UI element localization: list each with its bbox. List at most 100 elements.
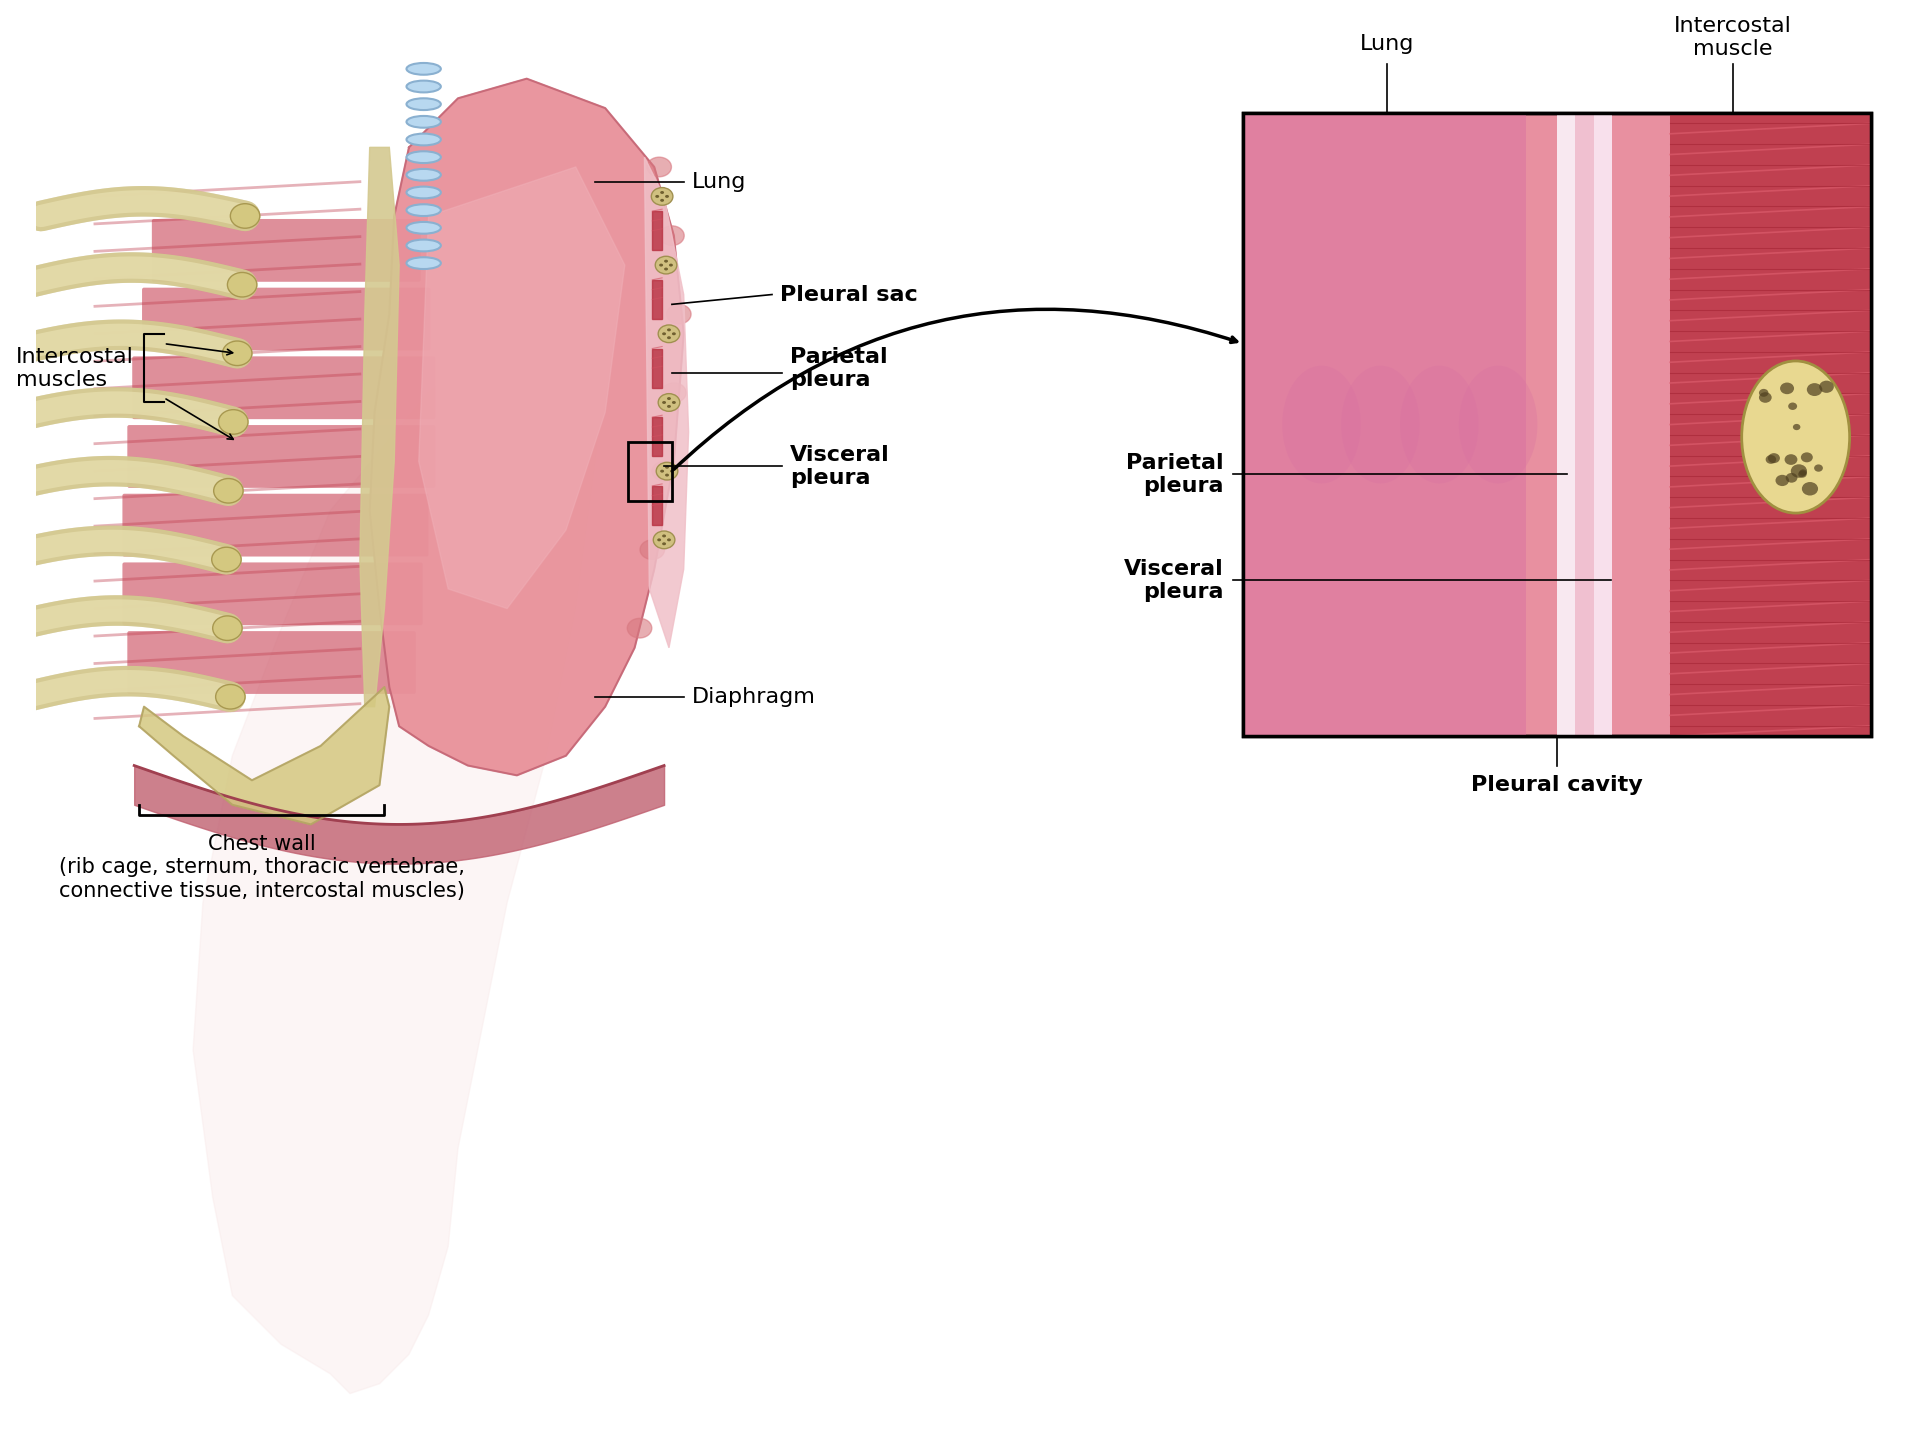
Ellipse shape	[658, 264, 662, 267]
Ellipse shape	[406, 170, 441, 181]
Ellipse shape	[406, 257, 441, 270]
FancyBboxPatch shape	[127, 631, 416, 695]
Polygon shape	[653, 486, 662, 525]
Bar	[1557, 113, 1577, 737]
Ellipse shape	[1784, 454, 1798, 465]
Ellipse shape	[660, 199, 664, 202]
Polygon shape	[653, 212, 662, 251]
Ellipse shape	[212, 547, 241, 571]
Ellipse shape	[662, 542, 666, 545]
Ellipse shape	[654, 194, 658, 197]
Ellipse shape	[639, 539, 664, 560]
Polygon shape	[653, 348, 662, 387]
Ellipse shape	[1781, 383, 1794, 394]
Ellipse shape	[658, 325, 680, 342]
Ellipse shape	[1459, 365, 1538, 483]
Ellipse shape	[406, 81, 441, 93]
Ellipse shape	[219, 410, 248, 434]
FancyBboxPatch shape	[123, 563, 424, 625]
Ellipse shape	[664, 194, 670, 197]
Polygon shape	[420, 167, 626, 609]
Ellipse shape	[406, 151, 441, 162]
FancyBboxPatch shape	[152, 219, 422, 281]
Ellipse shape	[1399, 365, 1478, 483]
Ellipse shape	[406, 187, 441, 199]
Ellipse shape	[651, 187, 674, 206]
Text: Pleural cavity: Pleural cavity	[1471, 776, 1642, 796]
Ellipse shape	[664, 474, 670, 477]
Ellipse shape	[664, 260, 668, 262]
Polygon shape	[370, 78, 683, 776]
Ellipse shape	[1282, 365, 1361, 483]
Ellipse shape	[406, 133, 441, 145]
Ellipse shape	[656, 538, 660, 541]
Ellipse shape	[1767, 454, 1781, 463]
Text: Lung: Lung	[1361, 35, 1415, 54]
Ellipse shape	[406, 204, 441, 216]
Ellipse shape	[662, 332, 666, 335]
Ellipse shape	[666, 304, 691, 323]
Ellipse shape	[1759, 392, 1771, 403]
FancyBboxPatch shape	[123, 494, 429, 557]
Ellipse shape	[1759, 389, 1769, 397]
Ellipse shape	[660, 191, 664, 194]
Ellipse shape	[664, 465, 670, 468]
Bar	[1244, 113, 1527, 737]
Bar	[1575, 113, 1596, 737]
Ellipse shape	[406, 99, 441, 110]
Ellipse shape	[668, 336, 672, 339]
Polygon shape	[192, 315, 604, 1393]
Ellipse shape	[653, 461, 676, 481]
Bar	[1671, 113, 1871, 737]
Ellipse shape	[1788, 403, 1798, 410]
Ellipse shape	[406, 222, 441, 233]
Ellipse shape	[406, 62, 441, 75]
Ellipse shape	[628, 618, 653, 638]
Ellipse shape	[406, 239, 441, 251]
Ellipse shape	[216, 684, 244, 709]
Ellipse shape	[660, 470, 664, 473]
Ellipse shape	[668, 538, 672, 541]
Polygon shape	[139, 687, 389, 825]
Ellipse shape	[668, 328, 672, 332]
Polygon shape	[360, 148, 398, 706]
Ellipse shape	[654, 257, 678, 274]
Text: Lung: Lung	[691, 171, 745, 191]
FancyBboxPatch shape	[133, 357, 435, 419]
Bar	[1594, 113, 1611, 737]
Ellipse shape	[1798, 471, 1808, 477]
Ellipse shape	[662, 535, 666, 538]
Ellipse shape	[1742, 361, 1850, 513]
Ellipse shape	[212, 616, 243, 641]
Bar	[1244, 113, 1871, 737]
Ellipse shape	[1800, 470, 1808, 476]
FancyBboxPatch shape	[127, 425, 435, 487]
Ellipse shape	[227, 273, 256, 297]
Text: Pleural sac: Pleural sac	[780, 284, 918, 304]
Ellipse shape	[1802, 481, 1817, 496]
Text: Chest wall
(rib cage, sternum, thoracic vertebrae,
connective tissue, intercosta: Chest wall (rib cage, sternum, thoracic …	[60, 834, 464, 900]
Text: Intercostal
muscles: Intercostal muscles	[15, 347, 135, 390]
Ellipse shape	[647, 157, 672, 177]
Ellipse shape	[653, 531, 676, 548]
Ellipse shape	[231, 203, 260, 228]
Ellipse shape	[1765, 455, 1777, 464]
Ellipse shape	[1786, 473, 1798, 483]
Bar	[1244, 113, 1871, 737]
Ellipse shape	[668, 405, 672, 407]
Bar	[628, 442, 672, 500]
Ellipse shape	[672, 332, 676, 335]
Ellipse shape	[670, 470, 674, 473]
Ellipse shape	[660, 226, 683, 245]
Ellipse shape	[223, 341, 252, 365]
Ellipse shape	[1813, 464, 1823, 471]
Text: Intercostal
muscle: Intercostal muscle	[1675, 16, 1792, 59]
Text: Diaphragm: Diaphragm	[691, 687, 816, 706]
Ellipse shape	[1808, 383, 1823, 396]
Ellipse shape	[1790, 464, 1808, 478]
Text: Parietal
pleura: Parietal pleura	[789, 347, 887, 390]
Ellipse shape	[1775, 474, 1788, 486]
Polygon shape	[645, 157, 689, 648]
Ellipse shape	[406, 116, 441, 128]
Polygon shape	[653, 280, 662, 319]
